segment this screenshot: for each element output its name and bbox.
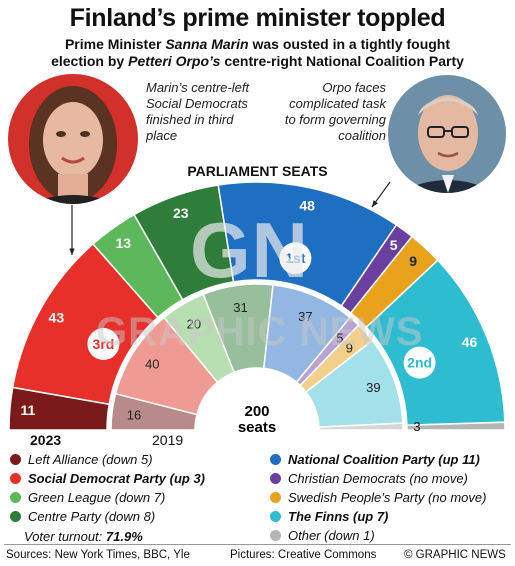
- seat-label-2023-green-league: 13: [115, 235, 131, 251]
- legend-item-centre-party: Centre Party (down 8): [10, 509, 155, 524]
- legend-item-other: Other (down 1): [270, 528, 375, 543]
- legend-item-social-democrat-party: Social Democrat Party (up 3): [10, 471, 205, 486]
- legend-swatch: [10, 473, 21, 484]
- subtitle-text: Prime Minister: [64, 36, 166, 52]
- rank-label-social-democrat-party: 3rd: [93, 336, 115, 352]
- legend-swatch: [270, 473, 281, 484]
- legend-swatch: [10, 454, 21, 465]
- legend-label: Christian Democrats (no move): [288, 471, 468, 486]
- total-seats-unit: seats: [238, 419, 276, 436]
- legend-label: Centre Party (down 8): [28, 509, 156, 524]
- marin-photo: [8, 74, 138, 204]
- seat-label-2019-christian-democrats: 5: [336, 331, 343, 346]
- legend-swatch: [270, 511, 281, 522]
- rank-badge-the-finns: [403, 346, 436, 379]
- seat-label-2023-social-democrat-party: 43: [49, 310, 65, 326]
- turnout-label: Voter turnout:: [24, 529, 103, 544]
- legend-swatch: [270, 454, 281, 465]
- ring-2023: [8, 181, 506, 431]
- sources-text: Sources: New York Times, BBC, Yle: [6, 549, 190, 561]
- seat-label-2023-centre-party: 23: [173, 205, 189, 221]
- orpo-pointer-arrow-head: [372, 200, 378, 207]
- legend-swatch: [10, 511, 21, 522]
- legend-item-green-league: Green League (down 7): [10, 490, 165, 505]
- seat-label-2023-left-alliance: 11: [20, 402, 35, 418]
- turnout-value: 71.9%: [105, 529, 143, 544]
- seat-label-2019-social-democrat-party: 40: [145, 357, 159, 372]
- segment-2019-other: [318, 422, 404, 431]
- seat-label-2019-centre-party: 31: [233, 300, 247, 315]
- subtitle-line-2: election by Petteri Orpo’s centre-right …: [0, 53, 515, 70]
- seat-label-2019-the-finns: 39: [366, 380, 380, 395]
- subtitle-text: centre-right National Coalition Party: [220, 53, 464, 69]
- seat-labels: 11433rd1323481st59462nd2164020313759393: [20, 198, 478, 435]
- orpo-name: Petteri Orpo’s: [128, 53, 221, 69]
- marin-pointer-arrow-head: [69, 248, 75, 255]
- legend-label: Left Alliance (down 5): [28, 452, 153, 467]
- legend-item-left-alliance: Left Alliance (down 5): [10, 452, 153, 467]
- ring-2019: [110, 283, 404, 431]
- copyright: © GRAPHIC NEWS: [404, 549, 506, 561]
- voter-turnout: Voter turnout: 71.9%: [24, 529, 143, 544]
- seat-label-2019-other: 3: [413, 419, 420, 434]
- seat-label-2023-national-coalition-party: 48: [299, 198, 315, 214]
- legend-label: Swedish People’s Party (no move): [288, 490, 487, 505]
- legend-label: Other (down 1): [288, 528, 375, 543]
- pointers: [69, 181, 391, 255]
- subtitle-text: election by: [51, 53, 129, 69]
- subtitle-line-1: Prime Minister Sanna Marin was ousted in…: [0, 36, 515, 53]
- seat-label-2019-left-alliance: 16: [127, 407, 141, 422]
- orpo-photo: [388, 75, 506, 193]
- segment-2023-other: [406, 421, 506, 431]
- legend-item-christian-democrats: Christian Democrats (no move): [270, 471, 468, 486]
- legend-label: Social Democrat Party (up 3): [28, 471, 205, 486]
- legend-swatch: [10, 492, 21, 503]
- legend-swatch: [270, 492, 281, 503]
- seat-label-2023-swedish-people-s-party: 9: [409, 253, 417, 269]
- seat-label-2019-swedish-people-s-party: 9: [346, 340, 353, 355]
- legend-label: National Coalition Party (up 11): [288, 452, 480, 467]
- pictures-credit: Pictures: Creative Commons: [230, 549, 377, 561]
- headline: Finland’s prime minister toppled: [69, 4, 446, 32]
- legend-item-swedish-people-s-party: Swedish People’s Party (no move): [270, 490, 486, 505]
- seat-label-2023-christian-democrats: 5: [390, 237, 398, 253]
- footer-divider: [4, 544, 511, 545]
- rank-badge-national-coalition-party: [279, 242, 312, 275]
- footer: Sources: New York Times, BBC, Yle Pictur…: [0, 545, 515, 566]
- year-2019-label: 2019: [152, 432, 184, 448]
- rank-label-the-finns: 2nd: [407, 355, 432, 371]
- marin-note: Marin’s centre-left Social Democrats fin…: [146, 80, 250, 143]
- year-2023-label: 2023: [30, 432, 62, 448]
- total-seats-number: 200: [244, 403, 269, 420]
- seat-label-2019-green-league: 20: [187, 316, 201, 331]
- legend-label: Green League (down 7): [28, 490, 166, 505]
- legend-swatch: [270, 530, 281, 541]
- seat-label-2019-national-coalition-party: 37: [298, 309, 312, 324]
- orpo-note: Orpo faces complicated task to form gove…: [284, 80, 386, 143]
- rank-label-national-coalition-party: 1st: [285, 250, 306, 266]
- chart-title: PARLIAMENT SEATS: [187, 163, 328, 179]
- legend-label: The Finns (up 7): [288, 509, 389, 524]
- subtitle-text: was ousted in a tightly fought: [248, 36, 451, 52]
- legend-item-the-finns: The Finns (up 7): [270, 509, 388, 524]
- legend-item-national-coalition-party: National Coalition Party (up 11): [270, 452, 480, 467]
- rank-badge-social-democrat-party: [87, 328, 120, 361]
- subtitle: Prime Minister Sanna Marin was ousted in…: [0, 36, 515, 70]
- seat-label-2023-the-finns: 46: [462, 334, 478, 350]
- marin-name: Sanna Marin: [165, 36, 249, 52]
